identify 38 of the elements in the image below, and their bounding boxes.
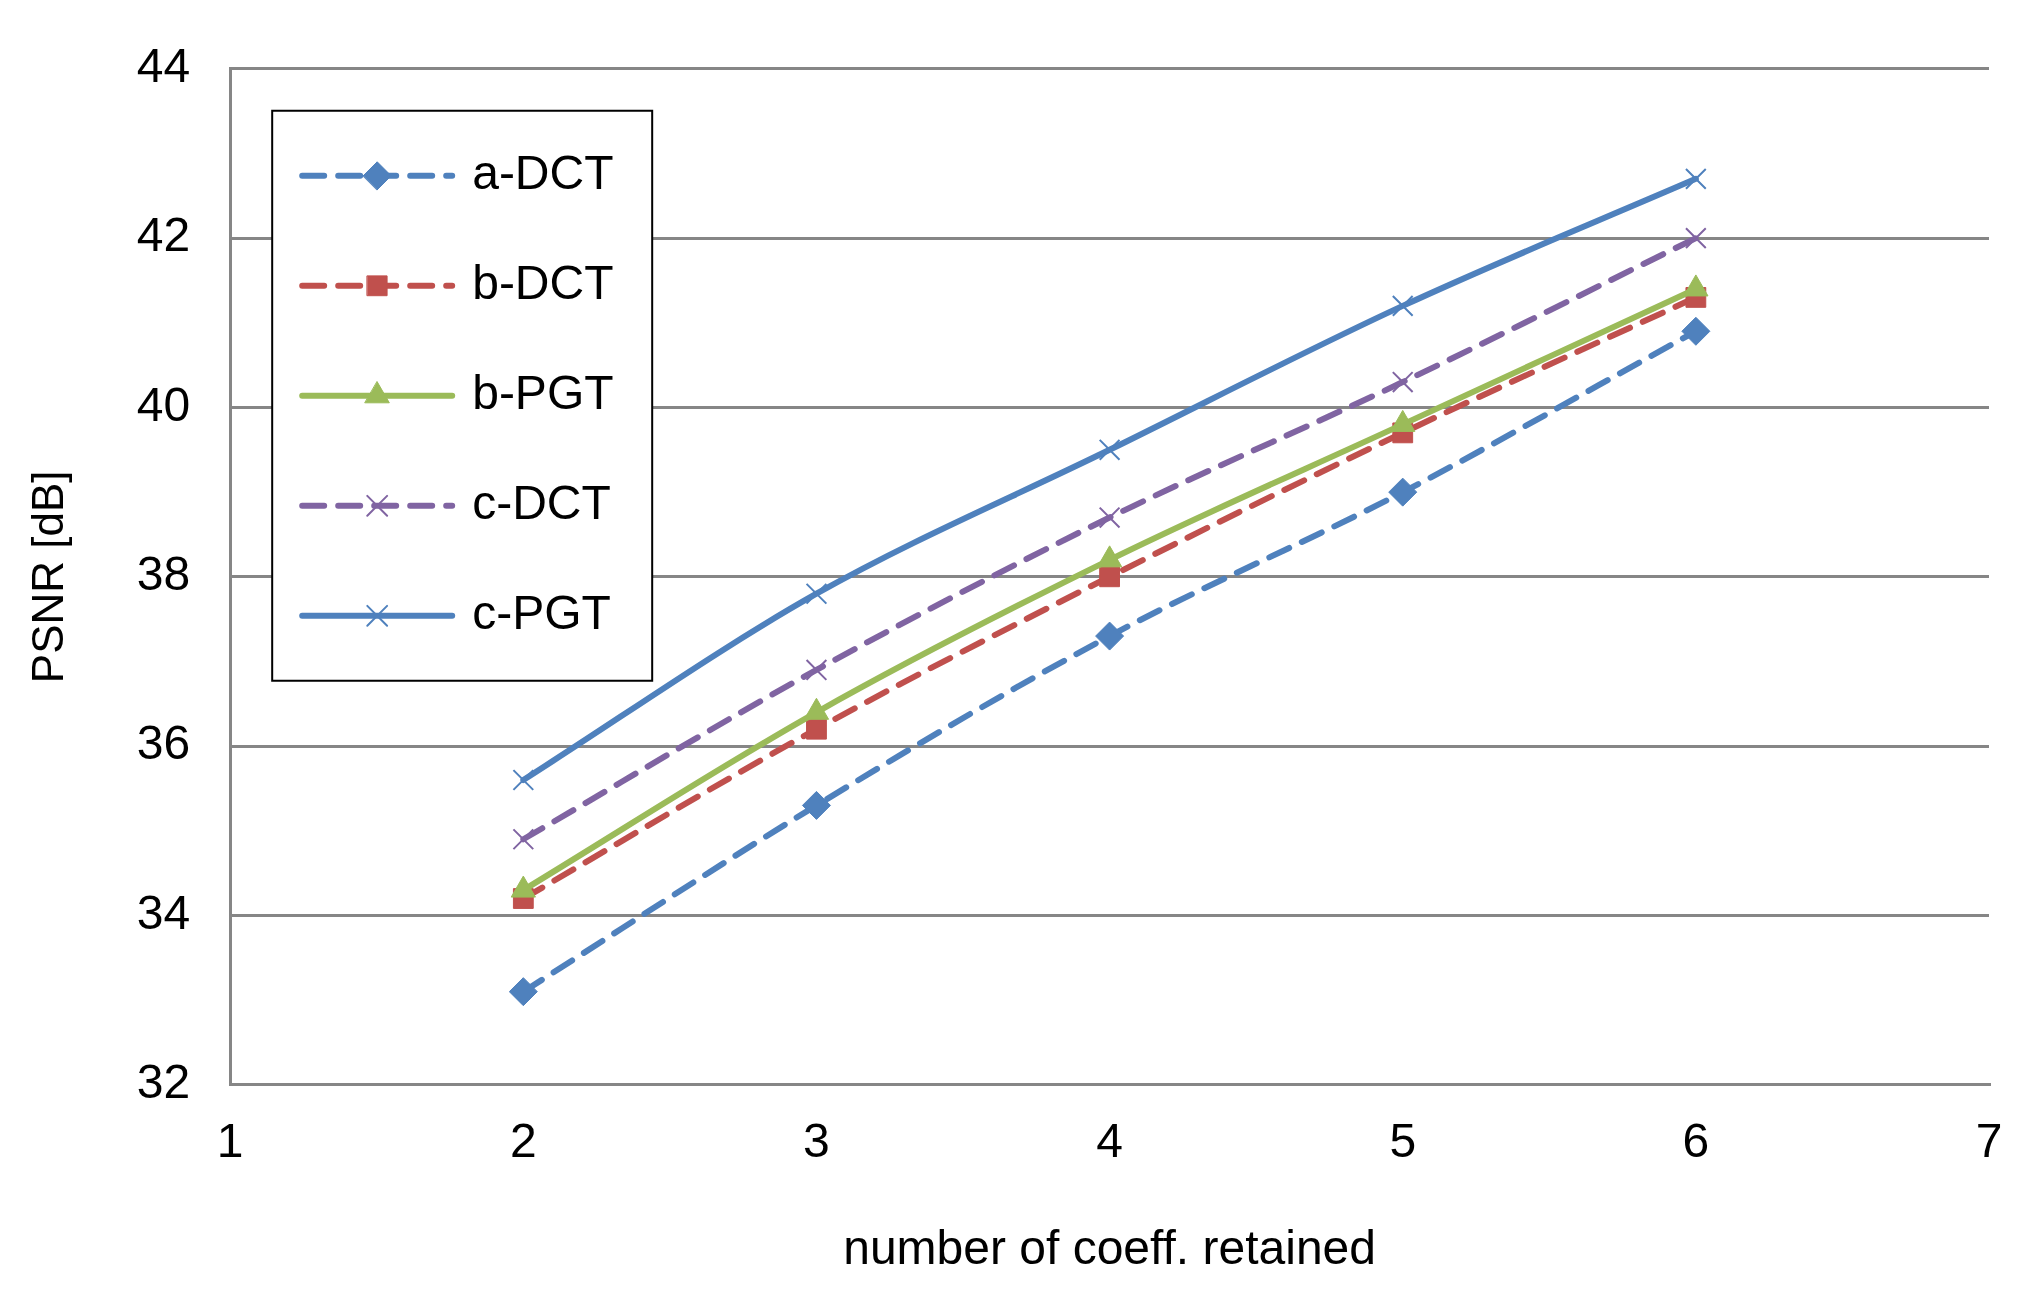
x-tick-label: 6 [1682,1113,1710,1167]
point [801,790,831,820]
y-tick-label: 34 [136,885,191,939]
legend-label: c-DCT [472,476,611,530]
y-tick-label: 42 [136,208,191,262]
point [1391,294,1414,317]
x-tick-label: 2 [509,1113,537,1167]
y-tick-label: 40 [136,377,191,431]
x-tick-label: 3 [803,1113,830,1167]
point [508,977,538,1007]
legend-label: b-PGT [472,366,614,420]
x-axis-title: number of coeff. retained [843,1221,1376,1275]
point [1681,316,1711,346]
point [1388,477,1418,507]
point [1099,566,1120,588]
point [1095,621,1125,651]
y-tick-label: 32 [136,1055,191,1109]
point [1684,167,1707,190]
point [805,659,828,681]
point [805,582,828,605]
point [806,718,827,740]
y-axis-title: PSNR [dB] [22,470,72,684]
legend-label: b-DCT [472,256,614,310]
y-tick-label: 36 [136,716,191,770]
legend-label: c-PGT [472,586,611,640]
point [1098,506,1121,529]
x-tick-label: 7 [1975,1113,2003,1167]
point [1098,438,1121,461]
point [512,769,535,791]
point [512,828,535,851]
y-tick-label: 38 [136,547,191,601]
y-tick-label: 44 [136,39,191,93]
point [1391,371,1414,393]
x-tick-label: 4 [1096,1113,1123,1167]
x-tick-label: 5 [1389,1113,1417,1167]
x-tick-label: 1 [216,1113,244,1167]
point [1684,227,1707,250]
legend-label: a-DCT [472,146,614,200]
